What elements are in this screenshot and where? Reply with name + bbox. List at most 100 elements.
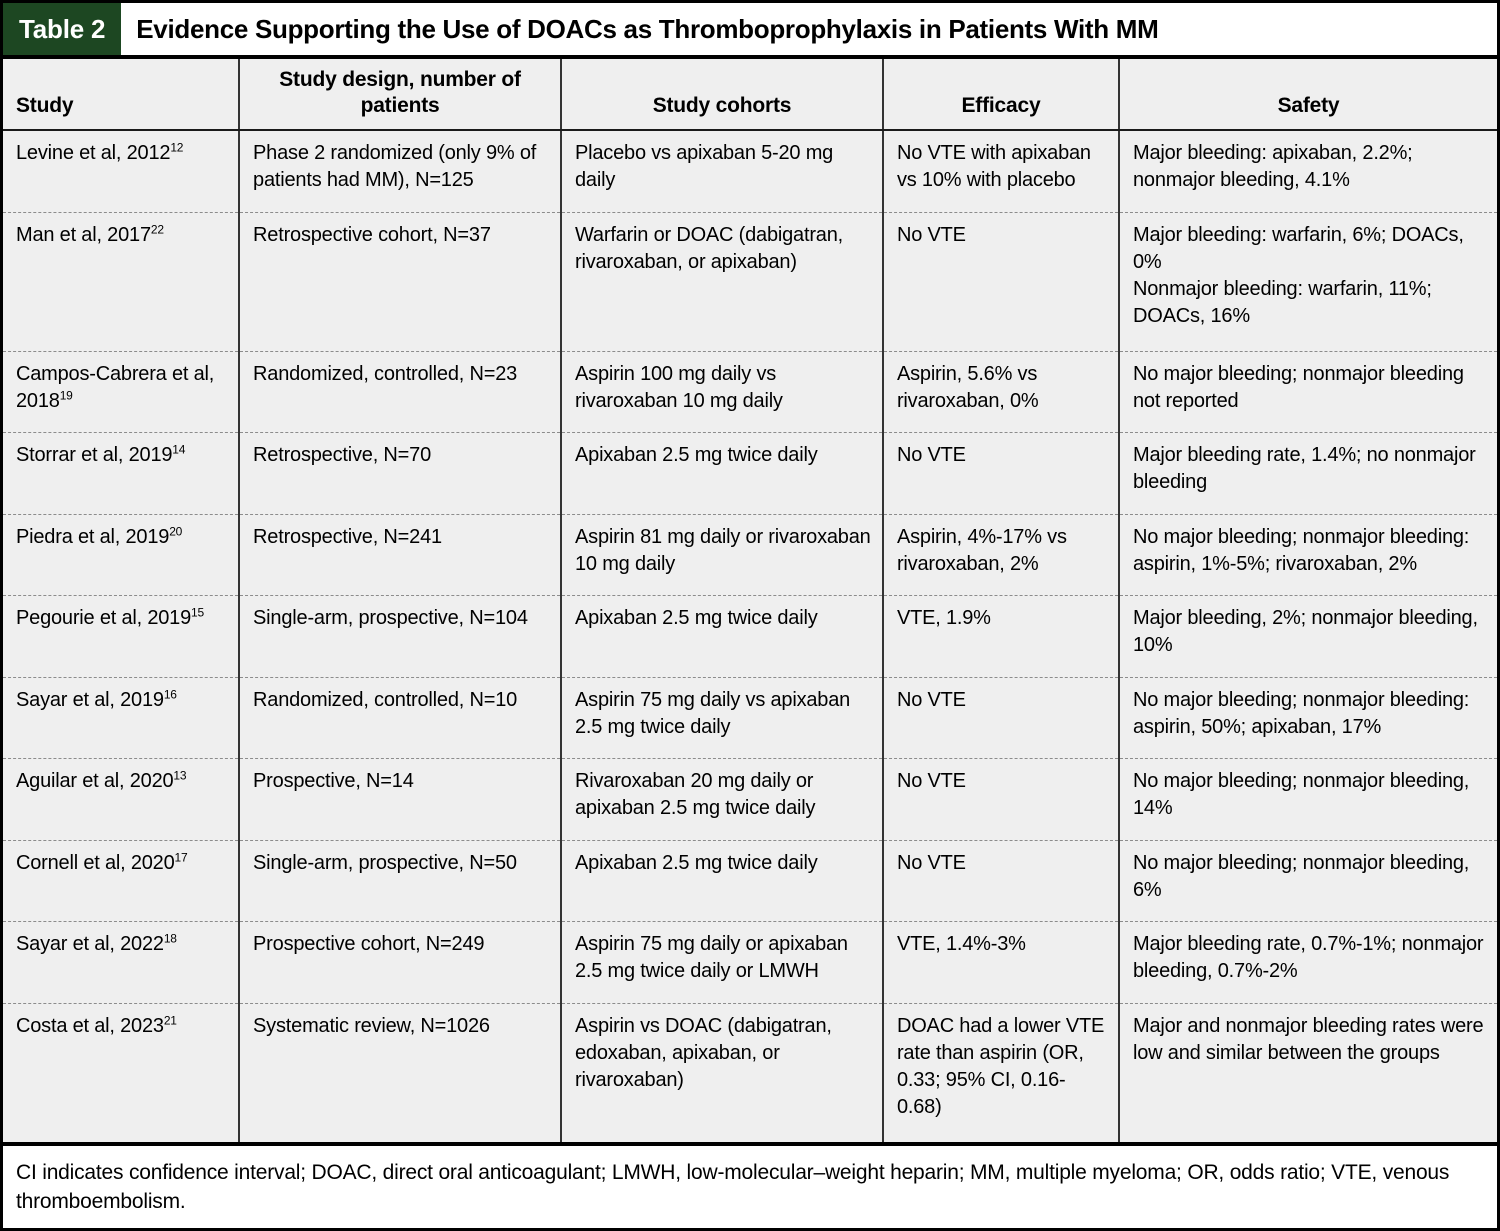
study-cell: Costa et al, 202321 <box>3 1002 240 1142</box>
col-header-safety: Safety <box>1118 59 1497 131</box>
study-cell: Campos-Cabrera et al, 201819 <box>3 350 240 433</box>
table-row: Man et al, 201722 Retrospective cohort, N… <box>3 211 1497 352</box>
reference-number: 12 <box>170 140 184 155</box>
study-cell: Aguilar et al, 202013 <box>3 758 240 841</box>
reference-number: 19 <box>59 388 73 403</box>
col-header-design: Study design, number of patients <box>238 59 561 131</box>
study-name: Sayar et al, 2019 <box>16 688 164 711</box>
table-row: Campos-Cabrera et al, 201819 Randomized, … <box>3 350 1497 433</box>
table-row: Levine et al, 201212 Phase 2 randomized (… <box>3 130 1497 212</box>
reference-number: 13 <box>173 768 187 783</box>
study-cell: Man et al, 201722 <box>3 211 240 352</box>
reference-number: 15 <box>191 605 204 620</box>
design-cell: Randomized, controlled, N=10 <box>238 676 561 759</box>
design-cell: Prospective, N=14 <box>238 758 561 841</box>
table-row: Costa et al, 202321 Systematic review, N=… <box>3 1002 1497 1142</box>
efficacy-cell: No VTE <box>881 758 1119 841</box>
efficacy-cell: Aspirin, 4%-17% vs rivaroxaban, 2% <box>881 513 1119 596</box>
table-row: Piedra et al, 201920 Retrospective, N=241… <box>3 513 1497 596</box>
study-cell: Sayar et al, 202218 <box>3 921 240 1004</box>
design-cell: Single-arm, prospective, N=50 <box>238 839 561 922</box>
safety-cell: No major bleeding; nonmajor bleeding, 14… <box>1118 758 1497 841</box>
study-name: Sayar et al, 2022 <box>16 933 164 956</box>
cohorts-cell: Apixaban 2.5 mg twice daily <box>560 595 883 678</box>
efficacy-cell: No VTE <box>881 432 1119 515</box>
study-cell: Cornell et al, 202017 <box>3 839 240 922</box>
col-header-cohorts: Study cohorts <box>560 59 883 131</box>
header-row: Study Study design, number of patients S… <box>3 59 1497 131</box>
design-cell: Single-arm, prospective, N=104 <box>238 595 561 678</box>
cohorts-cell: Aspirin 81 mg daily or rivaroxaban 10 mg… <box>560 513 883 596</box>
table-title-bar: Table 2 Evidence Supporting the Use of D… <box>3 3 1497 59</box>
study-name: Pegourie et al, 2019 <box>16 607 192 630</box>
cohorts-cell: Aspirin 75 mg daily or apixaban 2.5 mg t… <box>560 921 883 1004</box>
design-cell: Randomized, controlled, N=23 <box>238 350 561 433</box>
cohorts-cell: Apixaban 2.5 mg twice daily <box>560 839 883 922</box>
efficacy-cell: No VTE <box>881 211 1119 352</box>
design-cell: Retrospective, N=70 <box>238 432 561 515</box>
study-name: Piedra et al, 2019 <box>16 525 170 548</box>
study-cell: Pegourie et al, 201915 <box>3 595 240 678</box>
table-row: Aguilar et al, 202013 Prospective, N=14 Ri… <box>3 758 1497 841</box>
table-row: Cornell et al, 202017 Single-arm, prospec… <box>3 839 1497 922</box>
reference-number: 18 <box>163 931 177 946</box>
safety-cell: No major bleeding; nonmajor bleeding: as… <box>1118 513 1497 596</box>
efficacy-cell: Aspirin, 5.6% vs rivaroxaban, 0% <box>881 350 1119 433</box>
cohorts-cell: Placebo vs apixaban 5-20 mg daily <box>560 130 883 212</box>
study-name: Costa et al, 2023 <box>16 1014 164 1037</box>
study-name: Aguilar et al, 2020 <box>16 770 174 793</box>
cohorts-cell: Aspirin vs DOAC (dabigatran, edoxaban, a… <box>560 1002 883 1142</box>
safety-cell: Major bleeding: warfarin, 6%; DOACs, 0% … <box>1118 211 1497 352</box>
safety-cell: Major bleeding: apixaban, 2.2%; nonmajor… <box>1118 130 1497 212</box>
study-name: Cornell et al, 2020 <box>16 851 175 874</box>
col-header-study: Study <box>3 59 240 131</box>
safety-cell: Major bleeding rate, 1.4%; no nonmajor b… <box>1118 432 1497 515</box>
study-name: Storrar et al, 2019 <box>16 444 173 467</box>
col-header-efficacy: Efficacy <box>881 59 1119 131</box>
table-row: Sayar et al, 202218 Prospective cohort, N… <box>3 921 1497 1004</box>
study-cell: Storrar et al, 201914 <box>3 432 240 515</box>
study-name: Man et al, 2017 <box>16 223 151 246</box>
safety-cell: Major bleeding rate, 0.7%-1%; nonmajor b… <box>1118 921 1497 1004</box>
study-cell: Sayar et al, 201916 <box>3 676 240 759</box>
reference-number: 20 <box>169 524 183 539</box>
cohorts-cell: Aspirin 75 mg daily vs apixaban 2.5 mg t… <box>560 676 883 759</box>
table-number-badge: Table 2 <box>3 3 122 55</box>
reference-number: 17 <box>174 850 188 865</box>
study-cell: Piedra et al, 201920 <box>3 513 240 596</box>
efficacy-cell: VTE, 1.4%-3% <box>881 921 1119 1004</box>
design-cell: Prospective cohort, N=249 <box>238 921 561 1004</box>
table-title: Evidence Supporting the Use of DOACs as … <box>136 13 1159 44</box>
table-row: Storrar et al, 201914 Retrospective, N=70… <box>3 432 1497 515</box>
efficacy-cell: No VTE <box>881 839 1119 922</box>
reference-number: 22 <box>150 221 164 236</box>
study-name: Campos-Cabrera et al, 2018 <box>16 362 215 412</box>
efficacy-cell: DOAC had a lower VTE rate than aspirin (… <box>881 1002 1119 1142</box>
safety-cell: Major and nonmajor bleeding rates were l… <box>1118 1002 1497 1142</box>
design-cell: Retrospective, N=241 <box>238 513 561 596</box>
cohorts-cell: Rivaroxaban 20 mg daily or apixaban 2.5 … <box>560 758 883 841</box>
evidence-table: Study Study design, number of patients S… <box>3 59 1497 1142</box>
table-footnote: CI indicates confidence interval; DOAC, … <box>3 1142 1497 1228</box>
cohorts-cell: Warfarin or DOAC (dabigatran, rivaroxaba… <box>560 211 883 352</box>
safety-cell: No major bleeding; nonmajor bleeding: as… <box>1118 676 1497 759</box>
cohorts-cell: Apixaban 2.5 mg twice daily <box>560 432 883 515</box>
reference-number: 14 <box>172 442 186 457</box>
efficacy-cell: VTE, 1.9% <box>881 595 1119 678</box>
safety-cell: No major bleeding; nonmajor bleeding not… <box>1118 350 1497 433</box>
efficacy-cell: No VTE <box>881 676 1119 759</box>
study-cell: Levine et al, 201212 <box>3 130 239 212</box>
safety-cell: No major bleeding; nonmajor bleeding, 6% <box>1118 839 1497 922</box>
cohorts-cell: Aspirin 100 mg daily vs rivaroxaban 10 m… <box>560 350 883 433</box>
safety-cell: Major bleeding, 2%; nonmajor bleeding, 1… <box>1118 595 1497 678</box>
design-cell: Retrospective cohort, N=37 <box>238 211 561 352</box>
table-row: Pegourie et al, 201915 Single-arm, prospe… <box>3 595 1497 678</box>
study-name: Levine et al, 2012 <box>16 142 171 164</box>
efficacy-cell: No VTE with apixaban vs 10% with placebo <box>881 130 1119 212</box>
table-row: Sayar et al, 201916 Randomized, controlle… <box>3 676 1497 759</box>
design-cell: Phase 2 randomized (only 9% of patients … <box>238 130 561 212</box>
reference-number: 16 <box>163 687 177 702</box>
reference-number: 21 <box>163 1012 177 1027</box>
table-body-area: Study Study design, number of patients S… <box>3 59 1497 1142</box>
